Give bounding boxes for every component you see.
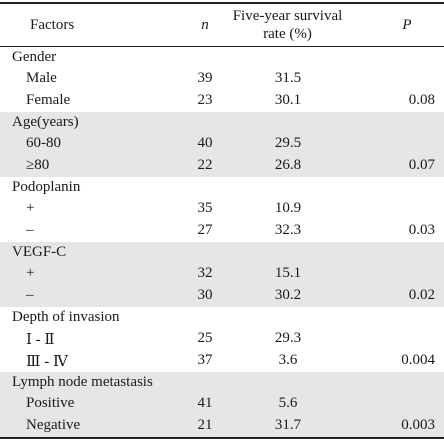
factor-group-depth-of-invasion: Depth of invasion Ⅰ - Ⅱ 25 29.3 Ⅲ - Ⅳ 37… bbox=[0, 307, 444, 372]
row-label: + bbox=[26, 200, 35, 216]
header-rule bbox=[0, 46, 444, 47]
group-title-row: Gender bbox=[0, 47, 444, 68]
table-row: Ⅲ - Ⅳ 37 3.6 0.004 bbox=[0, 350, 444, 371]
row-p-value: 0.003 bbox=[401, 417, 435, 433]
row-label: Ⅰ - Ⅱ bbox=[26, 332, 55, 348]
factor-group-age: Age(years) 60-80 40 29.5 ≥80 22 26.8 0.0… bbox=[0, 112, 444, 177]
row-n: 30 bbox=[197, 287, 213, 303]
row-survival-rate: 26.8 bbox=[274, 157, 302, 173]
table-row: ≥80 22 26.8 0.07 bbox=[0, 155, 444, 176]
row-label: Positive bbox=[26, 395, 75, 411]
row-p-value: 0.02 bbox=[408, 287, 435, 303]
table-row: + 32 15.1 bbox=[0, 263, 444, 284]
group-title-row: Lymph node metastasis bbox=[0, 372, 444, 393]
row-label: Male bbox=[26, 70, 57, 86]
row-survival-rate: 31.5 bbox=[274, 70, 302, 86]
group-title-row: Podoplanin bbox=[0, 177, 444, 198]
header-p-value: P bbox=[402, 17, 412, 33]
row-survival-rate: 3.6 bbox=[278, 352, 298, 368]
header-survival-rate: Five-year survival rate (%) bbox=[232, 8, 343, 42]
row-survival-rate: 30.2 bbox=[274, 287, 302, 303]
row-p-value: 0.004 bbox=[401, 352, 435, 368]
factor-group-lymph-node-metastasis: Lymph node metastasis Positive 41 5.6 Ne… bbox=[0, 372, 444, 437]
table-row: + 35 10.9 bbox=[0, 198, 444, 219]
row-n: 25 bbox=[197, 330, 213, 346]
row-n: 21 bbox=[197, 417, 213, 433]
group-title-row: VEGF-C bbox=[0, 242, 444, 263]
row-survival-rate: 29.5 bbox=[274, 135, 302, 151]
row-n: 39 bbox=[197, 70, 213, 86]
group-title-row: Age(years) bbox=[0, 112, 444, 133]
row-label: – bbox=[26, 287, 34, 303]
group-title: Podoplanin bbox=[12, 179, 81, 195]
factor-group-podoplanin: Podoplanin + 35 10.9 – 27 32.3 0.03 bbox=[0, 177, 444, 242]
row-label: + bbox=[26, 265, 35, 281]
bottom-rule bbox=[0, 437, 444, 439]
row-survival-rate: 10.9 bbox=[274, 200, 302, 216]
row-n: 27 bbox=[197, 222, 213, 238]
group-title: VEGF-C bbox=[12, 244, 67, 260]
group-title-row: Depth of invasion bbox=[0, 307, 444, 328]
table-row: Negative 21 31.7 0.003 bbox=[0, 415, 444, 436]
table-row: – 30 30.2 0.02 bbox=[0, 285, 444, 306]
table-row: 60-80 40 29.5 bbox=[0, 133, 444, 154]
factor-group-gender: Gender Male 39 31.5 Female 23 30.1 0.08 bbox=[0, 47, 444, 112]
row-label: ≥80 bbox=[26, 157, 50, 173]
row-n: 35 bbox=[197, 200, 213, 216]
row-label: – bbox=[26, 222, 34, 238]
row-survival-rate: 30.1 bbox=[274, 92, 302, 108]
header-n: n bbox=[201, 17, 209, 33]
table-row: Ⅰ - Ⅱ 25 29.3 bbox=[0, 328, 444, 349]
row-survival-rate: 15.1 bbox=[274, 265, 302, 281]
row-p-value: 0.08 bbox=[408, 92, 435, 108]
row-n: 37 bbox=[197, 352, 213, 368]
group-title: Gender bbox=[12, 49, 57, 65]
row-n: 22 bbox=[197, 157, 213, 173]
table-header: Factors n Five-year survival rate (%) P bbox=[0, 4, 444, 46]
row-n: 41 bbox=[197, 395, 213, 411]
row-p-value: 0.03 bbox=[408, 222, 435, 238]
top-rule bbox=[0, 2, 444, 4]
table-row: Positive 41 5.6 bbox=[0, 393, 444, 414]
table-row: Male 39 31.5 bbox=[0, 68, 444, 89]
factor-group-vegf-c: VEGF-C + 32 15.1 – 30 30.2 0.02 bbox=[0, 242, 444, 307]
row-label: Female bbox=[26, 92, 71, 108]
table-row: Female 23 30.1 0.08 bbox=[0, 90, 444, 111]
header-factors: Factors bbox=[30, 17, 75, 33]
group-title: Lymph node metastasis bbox=[12, 374, 153, 390]
row-survival-rate: 32.3 bbox=[274, 222, 302, 238]
row-n: 23 bbox=[197, 92, 213, 108]
table-row: – 27 32.3 0.03 bbox=[0, 220, 444, 241]
group-title: Depth of invasion bbox=[12, 309, 120, 325]
row-label: 60-80 bbox=[26, 135, 61, 151]
row-label: Negative bbox=[26, 417, 81, 433]
row-p-value: 0.07 bbox=[408, 157, 435, 173]
group-title: Age(years) bbox=[12, 114, 79, 130]
row-survival-rate: 5.6 bbox=[278, 395, 298, 411]
row-n: 40 bbox=[197, 135, 213, 151]
row-survival-rate: 29.3 bbox=[274, 330, 302, 346]
row-label: Ⅲ - Ⅳ bbox=[26, 354, 68, 370]
row-n: 32 bbox=[197, 265, 213, 281]
row-survival-rate: 31.7 bbox=[274, 417, 302, 433]
